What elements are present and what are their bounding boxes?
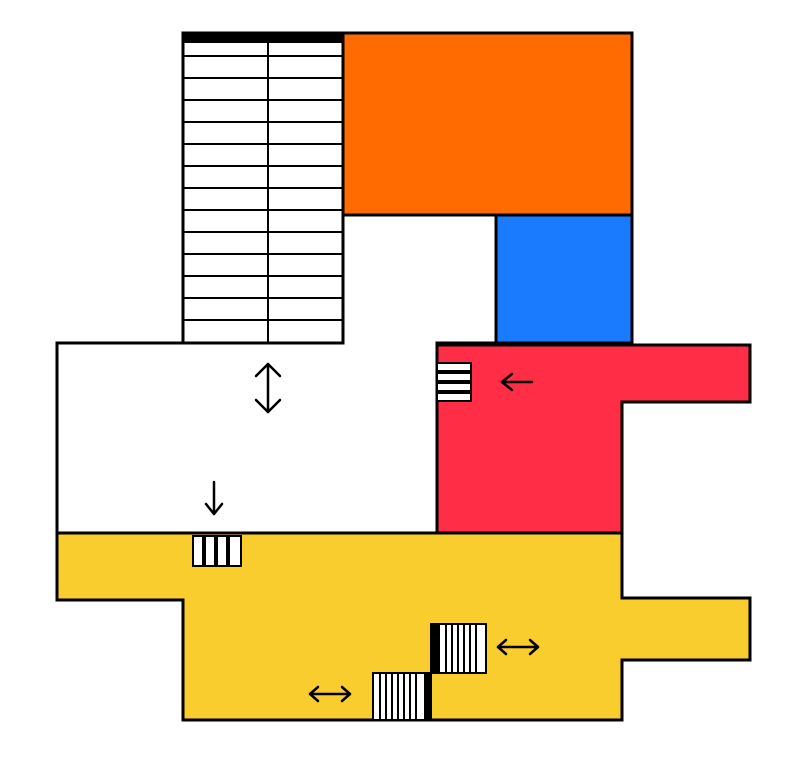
orange-room [341,31,634,217]
red-room-door [436,362,472,402]
up-down-arrow-icon [254,362,282,414]
large-staircase [181,31,345,345]
red-room [435,343,752,535]
yellow-stair-lower [372,672,432,721]
blue-room [494,213,634,345]
yellow-room [55,531,752,722]
left-right-arrow-icon [308,685,352,703]
down-arrow-icon [204,480,224,516]
left-arrow-icon [500,372,534,392]
left-right-arrow-icon [496,638,540,656]
yellow-room-door [192,535,242,567]
yellow-stair-upper [430,623,487,674]
